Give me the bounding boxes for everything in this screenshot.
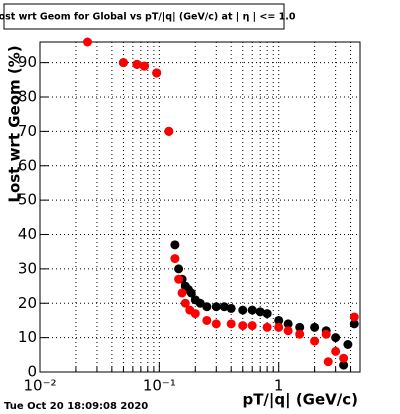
point <box>195 298 205 308</box>
point <box>118 58 128 68</box>
point <box>349 319 359 329</box>
y-tick-label: 60 <box>18 156 37 174</box>
point <box>339 353 349 363</box>
point <box>274 322 284 332</box>
point <box>139 61 149 71</box>
point <box>323 357 333 367</box>
point <box>283 319 293 329</box>
point <box>174 264 184 274</box>
y-tick-label: 40 <box>18 225 37 243</box>
point <box>177 288 187 298</box>
point <box>186 288 196 298</box>
point <box>82 37 92 47</box>
point <box>321 329 331 339</box>
footer: Tue Oct 20 18:09:08 2020 <box>4 401 148 412</box>
point <box>180 298 190 308</box>
point <box>190 309 200 319</box>
point <box>343 340 353 349</box>
point <box>295 329 305 339</box>
y-axis-label: Lost wrt Geom (%) <box>6 45 24 202</box>
point <box>331 333 341 343</box>
y-tick-label: 50 <box>18 191 37 209</box>
plot-frame <box>39 41 361 373</box>
point <box>349 312 359 322</box>
point <box>331 346 341 356</box>
point <box>247 305 257 315</box>
y-tick-label: 90 <box>18 53 37 71</box>
point <box>170 254 180 264</box>
point <box>262 322 272 332</box>
y-tick-label: 30 <box>18 259 37 277</box>
y-tick-label: 0 <box>27 363 37 381</box>
point <box>310 336 320 346</box>
x-axis-label: pT/|q| (GeV/c) <box>242 391 358 410</box>
point <box>219 302 229 312</box>
x-tick-label: 1 <box>274 377 284 395</box>
y-tick-label: 10 <box>18 328 37 346</box>
x-tick-label: 10⁻¹ <box>143 377 176 395</box>
point <box>211 302 221 312</box>
point <box>174 274 184 284</box>
y-tick-label: 80 <box>18 88 37 106</box>
point <box>132 59 142 69</box>
point <box>164 126 174 136</box>
x-tick-label: 10⁻² <box>23 377 56 395</box>
point <box>283 326 293 336</box>
point <box>170 240 180 250</box>
point <box>339 360 349 370</box>
point <box>211 319 221 329</box>
point <box>255 307 265 317</box>
point <box>152 68 162 78</box>
point <box>226 303 236 313</box>
point <box>226 319 236 329</box>
chart-title: Lost wrt Geom for Global vs pT/|q| (GeV/… <box>0 12 296 23</box>
point <box>238 305 248 315</box>
point <box>202 302 212 312</box>
point <box>202 315 212 325</box>
point <box>247 321 257 331</box>
point <box>310 322 320 332</box>
point <box>238 321 248 331</box>
point <box>295 322 305 332</box>
y-tick-label: 70 <box>18 122 37 140</box>
title-box <box>3 3 285 30</box>
point <box>262 309 272 319</box>
point <box>274 315 284 325</box>
y-tick-label: 20 <box>18 294 37 312</box>
